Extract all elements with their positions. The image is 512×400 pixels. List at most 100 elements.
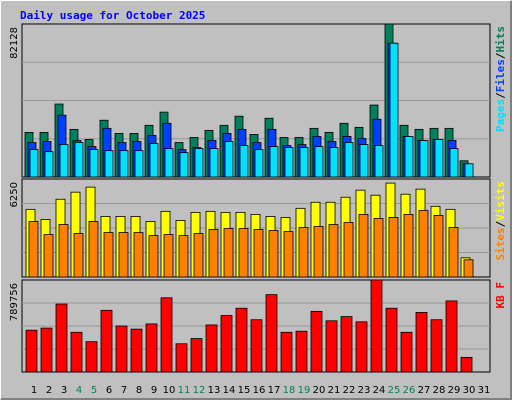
bar bbox=[314, 146, 324, 178]
bar bbox=[445, 300, 458, 373]
legend: KB F bbox=[494, 282, 507, 309]
bar bbox=[250, 319, 263, 373]
bar bbox=[145, 323, 158, 373]
bar bbox=[254, 149, 264, 178]
x-tick-label: 31 bbox=[478, 385, 491, 396]
x-tick-label: 2 bbox=[46, 385, 52, 396]
bar bbox=[265, 294, 278, 373]
x-tick-label: 12 bbox=[193, 385, 206, 396]
legend-separator: / bbox=[494, 92, 507, 99]
bar bbox=[28, 221, 39, 278]
bar bbox=[55, 303, 68, 373]
bar bbox=[178, 235, 189, 278]
bar bbox=[115, 325, 128, 373]
legend-entry: Visits bbox=[494, 181, 507, 221]
bar bbox=[29, 149, 39, 178]
bar bbox=[463, 259, 474, 278]
x-tick-label: 11 bbox=[178, 385, 191, 396]
bar bbox=[100, 309, 113, 373]
legend-entry: Pages bbox=[494, 99, 507, 132]
bar bbox=[464, 163, 474, 178]
legend-separator: / bbox=[494, 52, 507, 59]
bar bbox=[59, 144, 69, 178]
x-tick-label: 14 bbox=[223, 385, 236, 396]
bar bbox=[175, 343, 188, 373]
y-tick-label: 6250 bbox=[9, 182, 20, 207]
bar bbox=[179, 152, 189, 178]
bar bbox=[449, 148, 459, 178]
x-tick-label: 30 bbox=[463, 385, 476, 396]
legend-separator: / bbox=[494, 220, 507, 227]
bar bbox=[415, 312, 428, 373]
bar bbox=[298, 227, 309, 278]
bar bbox=[163, 234, 174, 278]
bar bbox=[118, 232, 129, 278]
bar bbox=[160, 297, 173, 373]
x-tick-label: 15 bbox=[238, 385, 251, 396]
legend: Sites/Visits bbox=[494, 181, 507, 261]
bar bbox=[344, 142, 354, 178]
bar bbox=[88, 221, 99, 278]
bar bbox=[133, 232, 144, 278]
x-tick-label: 17 bbox=[268, 385, 281, 396]
legend-entry: Files bbox=[494, 59, 507, 92]
x-tick-label: 13 bbox=[208, 385, 221, 396]
x-tick-label: 21 bbox=[328, 385, 341, 396]
bar bbox=[460, 356, 473, 373]
bar bbox=[220, 315, 233, 373]
bar bbox=[355, 321, 368, 373]
bar bbox=[70, 331, 83, 373]
y-tick-label: 789756 bbox=[9, 283, 20, 321]
x-tick-label: 5 bbox=[91, 385, 97, 396]
bar bbox=[58, 224, 69, 278]
bar bbox=[43, 234, 54, 278]
x-tick-label: 7 bbox=[121, 385, 127, 396]
bar bbox=[328, 224, 339, 278]
legend-entry: Sites bbox=[494, 227, 507, 260]
bar bbox=[295, 330, 308, 373]
legend: Pages/Files/Hits bbox=[494, 26, 507, 132]
bar bbox=[40, 327, 53, 373]
bar bbox=[358, 213, 369, 278]
x-tick-label: 9 bbox=[151, 385, 157, 396]
legend-entry: Hits bbox=[494, 26, 507, 53]
bar bbox=[359, 144, 369, 178]
bar bbox=[208, 229, 219, 278]
x-tick-label: 16 bbox=[253, 385, 266, 396]
bar bbox=[238, 228, 249, 278]
bar bbox=[400, 331, 413, 373]
bar bbox=[74, 142, 84, 178]
x-tick-label: 19 bbox=[298, 385, 311, 396]
bar bbox=[103, 232, 114, 278]
bar bbox=[85, 341, 98, 373]
bar bbox=[239, 145, 249, 178]
bar bbox=[269, 146, 279, 178]
bar bbox=[268, 230, 279, 278]
bar bbox=[164, 148, 174, 178]
bar bbox=[89, 149, 99, 178]
bar bbox=[224, 141, 234, 178]
bar bbox=[419, 140, 429, 178]
x-tick-label: 26 bbox=[403, 385, 416, 396]
bar bbox=[385, 307, 398, 373]
x-tick-label: 20 bbox=[313, 385, 326, 396]
bar bbox=[283, 231, 294, 278]
bar bbox=[299, 147, 309, 178]
x-tick-label: 27 bbox=[418, 385, 431, 396]
bar bbox=[430, 319, 443, 373]
x-tick-label: 18 bbox=[283, 385, 296, 396]
bar bbox=[404, 136, 414, 178]
x-tick-label: 4 bbox=[76, 385, 82, 396]
bar bbox=[389, 42, 399, 178]
x-tick-label: 23 bbox=[358, 385, 371, 396]
bar bbox=[418, 209, 429, 278]
bar bbox=[73, 233, 84, 278]
bar bbox=[433, 215, 444, 278]
bar bbox=[194, 148, 204, 178]
bar bbox=[329, 147, 339, 178]
x-tick-label: 24 bbox=[373, 385, 386, 396]
y-tick-label: 82128 bbox=[9, 27, 20, 59]
x-tick-label: 1 bbox=[31, 385, 37, 396]
bar bbox=[253, 229, 264, 278]
